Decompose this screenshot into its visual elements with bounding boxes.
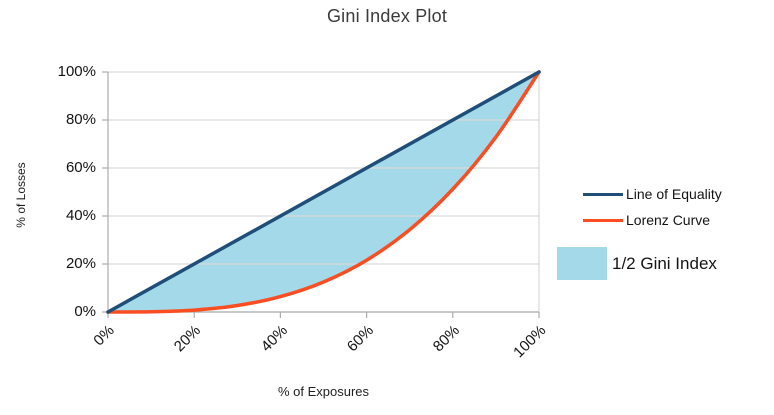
lorenz-curve-swatch (583, 218, 623, 222)
y-tick-label-60: 60% (65, 159, 96, 176)
y-tick-label-0: 0% (74, 303, 96, 320)
legend-label: Lorenz Curve (626, 212, 711, 228)
x-axis-title: % of Exposures (277, 384, 370, 399)
gini-area-swatch (557, 247, 607, 280)
y-tick-label-20: 20% (65, 255, 96, 272)
legend-label: Line of Equality (626, 186, 722, 202)
equality-line-swatch (583, 192, 623, 196)
lorenz-curve-line (106, 70, 541, 314)
legend-item-line-of-equality: Line of Equality (583, 186, 722, 202)
line-of-equality (106, 70, 541, 314)
legend-item-lorenz-curve: Lorenz Curve (583, 212, 710, 228)
y-axis-title: % of Losses (14, 162, 28, 228)
y-tick-label-80: 80% (65, 111, 96, 128)
chart-title: Gini Index Plot (326, 6, 448, 26)
y-tick-label-40: 40% (65, 207, 96, 224)
gini-area-label: 1/2 Gini Index (612, 254, 717, 273)
y-tick-label-100: 100% (57, 63, 96, 80)
